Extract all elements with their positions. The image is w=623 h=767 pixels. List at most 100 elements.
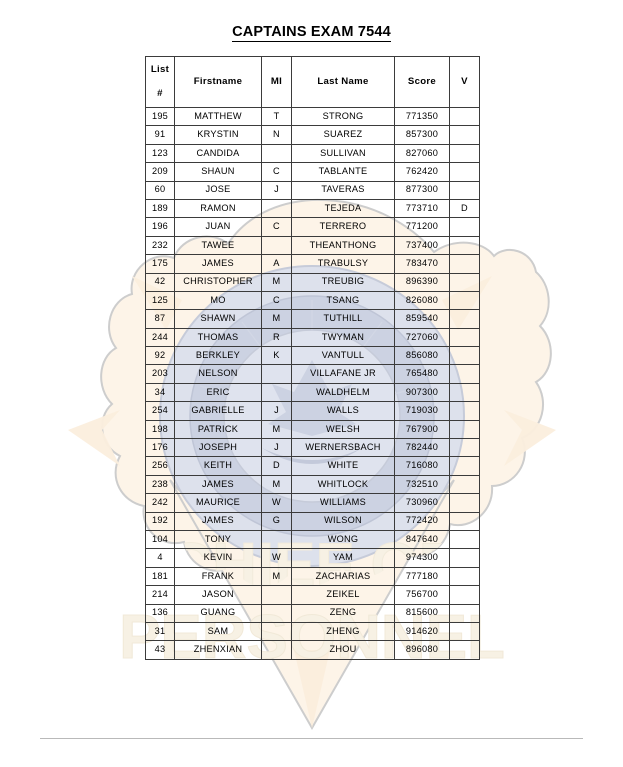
- cell-firstname: JOSEPH: [174, 438, 262, 458]
- cell-v: [449, 217, 480, 237]
- cell-firstname: THOMAS: [174, 327, 262, 348]
- cell-mi: N: [261, 125, 292, 145]
- cell-score: 815600: [394, 603, 450, 623]
- table-row: 254 GABRIELLE J WALLS 719030: [145, 401, 480, 421]
- cell-v: [449, 511, 480, 531]
- cell-lastname: TUTHILL: [291, 309, 395, 329]
- captains-exam-roster-table: List # Firstname MI Last Name Score V 19…: [145, 56, 480, 660]
- table-header: List # Firstname MI Last Name Score V: [145, 56, 480, 108]
- cell-mi: M: [261, 566, 292, 587]
- cell-score: 783470: [394, 254, 450, 274]
- table-row: 195 MATTHEW T STRONG 771350: [145, 106, 480, 127]
- cell-v: [449, 106, 480, 127]
- cell-score: 771350: [394, 106, 450, 127]
- roster-table-container: List # Firstname MI Last Name Score V 19…: [145, 56, 480, 660]
- cell-firstname: KEVIN: [174, 548, 262, 568]
- cell-score: 727060: [394, 327, 450, 348]
- cell-mi: W: [261, 548, 292, 568]
- cell-score: 737400: [394, 235, 450, 256]
- cell-v: [449, 474, 480, 495]
- cell-v: [449, 143, 480, 164]
- cell-lastname: STRONG: [291, 106, 395, 127]
- cell-v: [449, 603, 480, 623]
- cell-firstname: ZHENXIAN: [174, 640, 262, 660]
- cell-list: 192: [145, 511, 175, 531]
- cell-mi: [261, 143, 292, 164]
- table-row: 244 THOMAS R TWYMAN 727060: [145, 327, 480, 348]
- cell-v: [449, 529, 480, 550]
- cell-lastname: TABLANTE: [291, 162, 395, 182]
- cell-mi: [261, 382, 292, 403]
- table-row: 31 SAM ZHENG 914620: [145, 621, 480, 642]
- cell-lastname: WHITLOCK: [291, 474, 395, 495]
- cell-mi: J: [261, 180, 292, 200]
- cell-list: 209: [145, 162, 175, 182]
- cell-firstname: KEITH: [174, 456, 262, 476]
- cell-firstname: CANDIDA: [174, 143, 262, 164]
- cell-lastname: WALLS: [291, 401, 395, 421]
- cell-v: [449, 180, 480, 200]
- cell-mi: J: [261, 401, 292, 421]
- cell-mi: [261, 235, 292, 256]
- cell-v: [449, 235, 480, 256]
- cell-mi: M: [261, 272, 292, 292]
- cell-firstname: KRYSTIN: [174, 125, 262, 145]
- cell-lastname: WILSON: [291, 511, 395, 531]
- cell-lastname: ZHOU: [291, 640, 395, 660]
- cell-lastname: VANTULL: [291, 346, 395, 366]
- table-row: 87 SHAWN M TUTHILL 859540: [145, 309, 480, 329]
- cell-firstname: RAMON: [174, 198, 262, 219]
- table-body: 195 MATTHEW T STRONG 771350 91 KRYSTIN N SUAREZ 8…: [145, 106, 480, 660]
- cell-score: 716080: [394, 456, 450, 476]
- cell-list: 176: [145, 438, 175, 458]
- cell-v: [449, 456, 480, 476]
- cell-v: [449, 327, 480, 348]
- cell-mi: [261, 198, 292, 219]
- cell-list: 34: [145, 382, 175, 403]
- table-row: 43 ZHENXIAN ZHOU 896080: [145, 640, 480, 660]
- cell-score: 857300: [394, 125, 450, 145]
- cell-firstname: JAMES: [174, 474, 262, 495]
- cell-lastname: TEJEDA: [291, 198, 395, 219]
- table-row: 123 CANDIDA SULLIVAN 827060: [145, 143, 480, 164]
- cell-mi: W: [261, 493, 292, 513]
- table-row: 189 RAMON TEJEDA 773710 D: [145, 198, 480, 219]
- cell-score: 782440: [394, 438, 450, 458]
- table-row: 125 MO C TSANG 826080: [145, 290, 480, 311]
- cell-list: 232: [145, 235, 175, 256]
- cell-list: 175: [145, 254, 175, 274]
- cell-list: 198: [145, 419, 175, 440]
- table-row: 92 BERKLEY K VANTULL 856080: [145, 346, 480, 366]
- cell-lastname: TSANG: [291, 290, 395, 311]
- cell-list: 31: [145, 621, 175, 642]
- cell-list: 104: [145, 529, 175, 550]
- table-row: 232 TAWEE THEANTHONG 737400: [145, 235, 480, 256]
- cell-mi: C: [261, 162, 292, 182]
- cell-lastname: SUAREZ: [291, 125, 395, 145]
- table-row: 136 GUANG ZENG 815600: [145, 603, 480, 623]
- cell-list: 196: [145, 217, 175, 237]
- cell-list: 189: [145, 198, 175, 219]
- table-row: 34 ERIC WALDHELM 907300: [145, 382, 480, 403]
- cell-v: [449, 254, 480, 274]
- cell-lastname: WHITE: [291, 456, 395, 476]
- cell-firstname: MO: [174, 290, 262, 311]
- page-title-text: CAPTAINS EXAM 7544: [232, 24, 391, 42]
- cell-firstname: MATTHEW: [174, 106, 262, 127]
- cell-score: 914620: [394, 621, 450, 642]
- cell-score: 907300: [394, 382, 450, 403]
- cell-firstname: GABRIELLE: [174, 401, 262, 421]
- cell-lastname: VILLAFANE JR: [291, 364, 395, 384]
- cell-lastname: SULLIVAN: [291, 143, 395, 164]
- cell-firstname: JAMES: [174, 254, 262, 274]
- cell-score: 772420: [394, 511, 450, 531]
- table-row: 91 KRYSTIN N SUAREZ 857300: [145, 125, 480, 145]
- cell-score: 856080: [394, 346, 450, 366]
- cell-lastname: TAVERAS: [291, 180, 395, 200]
- cell-lastname: TWYMAN: [291, 327, 395, 348]
- cell-mi: M: [261, 309, 292, 329]
- cell-score: 756700: [394, 585, 450, 605]
- cell-list: 195: [145, 106, 175, 127]
- cell-mi: R: [261, 327, 292, 348]
- cell-v: [449, 382, 480, 403]
